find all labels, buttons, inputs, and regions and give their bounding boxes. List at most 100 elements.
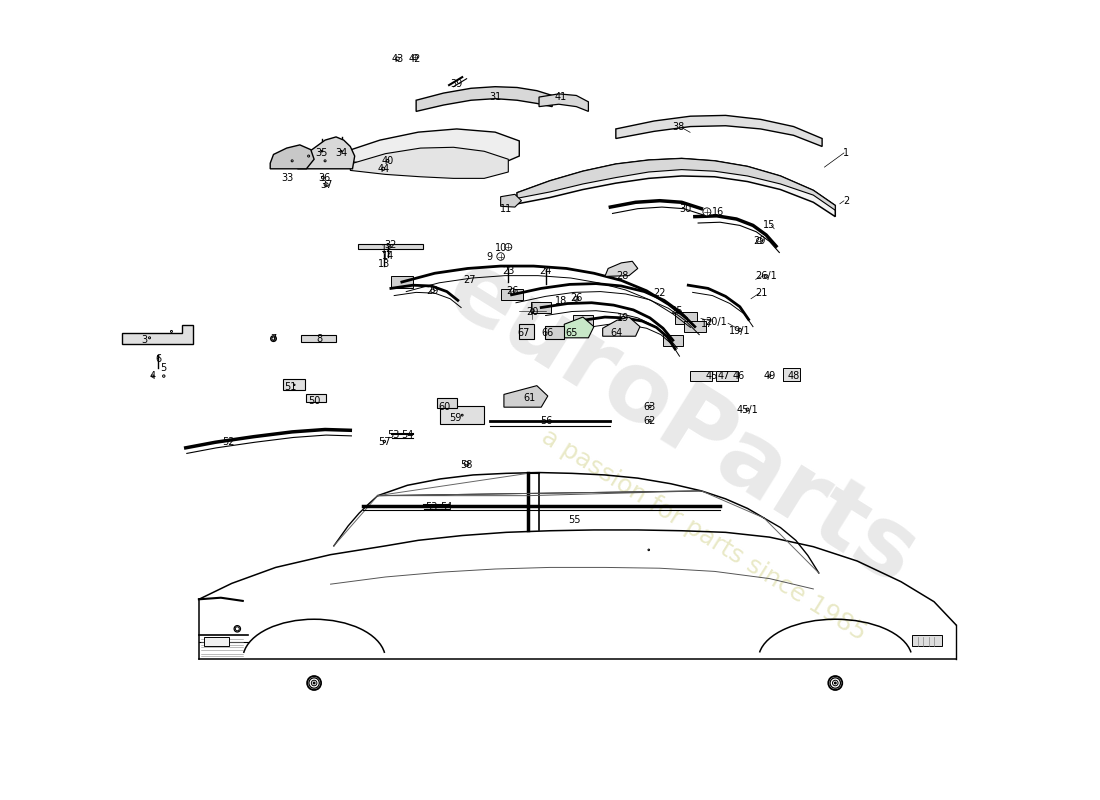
Text: 47: 47 [717,371,729,381]
Text: 60: 60 [439,402,451,412]
Circle shape [271,336,276,342]
Text: 38: 38 [672,122,684,131]
Circle shape [833,680,838,686]
Polygon shape [416,86,552,111]
Text: 26: 26 [506,286,519,296]
Text: 64: 64 [610,328,623,338]
Text: 58: 58 [461,460,473,470]
Polygon shape [301,335,336,342]
Text: 66: 66 [541,328,554,338]
Polygon shape [500,289,522,300]
Text: 12: 12 [382,243,394,254]
Text: 35: 35 [316,148,328,158]
Text: 29: 29 [427,286,439,296]
Text: 54: 54 [402,430,414,440]
Circle shape [341,150,342,152]
Text: 50: 50 [308,396,320,406]
Text: 11: 11 [500,204,513,214]
Circle shape [170,330,173,333]
Polygon shape [684,321,706,332]
Text: 17: 17 [701,319,713,330]
Text: 34: 34 [336,148,348,158]
Text: 43: 43 [392,54,404,64]
Text: 45/1: 45/1 [737,406,758,415]
Text: 49: 49 [763,371,776,381]
Circle shape [324,160,326,162]
Circle shape [757,238,762,243]
Text: 65: 65 [565,328,579,338]
Polygon shape [122,325,194,344]
Text: 33: 33 [282,173,294,182]
Text: 39: 39 [451,78,463,89]
Circle shape [383,440,385,442]
Circle shape [648,549,649,550]
Polygon shape [350,147,508,178]
Circle shape [768,375,771,378]
Bar [358,244,422,250]
Text: 3: 3 [141,335,147,346]
Text: 52: 52 [222,438,234,447]
Circle shape [412,54,418,60]
Text: 23: 23 [502,266,515,276]
Text: 21: 21 [756,288,768,298]
Bar [205,637,229,646]
Circle shape [746,408,749,411]
Polygon shape [390,276,412,288]
Polygon shape [782,368,800,381]
Text: 28: 28 [616,270,628,281]
Circle shape [830,678,840,688]
Text: 46: 46 [733,371,745,381]
Circle shape [544,267,547,268]
Text: 63: 63 [644,402,656,412]
Text: 24: 24 [539,266,552,276]
Text: 19/1: 19/1 [729,326,750,336]
Text: 57: 57 [378,438,390,447]
Polygon shape [440,406,484,424]
Polygon shape [284,379,306,390]
Circle shape [321,150,322,152]
Text: 40: 40 [382,156,394,166]
Circle shape [235,627,240,630]
Circle shape [510,288,515,294]
Circle shape [324,182,328,186]
Circle shape [163,375,165,378]
Text: 41: 41 [554,92,568,102]
Circle shape [384,252,385,254]
Text: 45: 45 [705,371,717,381]
Text: 27: 27 [464,275,476,286]
Polygon shape [531,302,551,313]
Circle shape [311,680,317,686]
Text: 6: 6 [155,354,162,364]
Text: 19: 19 [617,313,629,323]
Text: 1: 1 [844,148,849,158]
Circle shape [738,328,741,331]
Text: 53: 53 [426,502,438,512]
Text: 36: 36 [318,173,330,182]
Text: 61: 61 [522,394,536,403]
Circle shape [396,57,399,61]
Polygon shape [298,137,354,169]
Circle shape [649,419,651,422]
Text: 14: 14 [382,250,394,261]
Bar [912,634,942,646]
Polygon shape [271,145,315,169]
Circle shape [152,375,154,378]
Text: 42: 42 [409,54,421,64]
Text: 26: 26 [570,293,583,303]
Text: 30: 30 [679,204,691,214]
Circle shape [157,355,159,357]
Circle shape [621,316,625,319]
Polygon shape [519,324,534,338]
Circle shape [234,626,241,632]
Polygon shape [663,334,683,346]
Circle shape [530,309,535,313]
Polygon shape [603,317,640,336]
Circle shape [431,289,434,293]
Circle shape [649,405,651,407]
Circle shape [387,244,388,246]
Text: 15: 15 [763,220,776,230]
Polygon shape [504,386,548,407]
Text: 44: 44 [377,164,389,174]
Circle shape [835,682,836,684]
Polygon shape [500,194,521,207]
